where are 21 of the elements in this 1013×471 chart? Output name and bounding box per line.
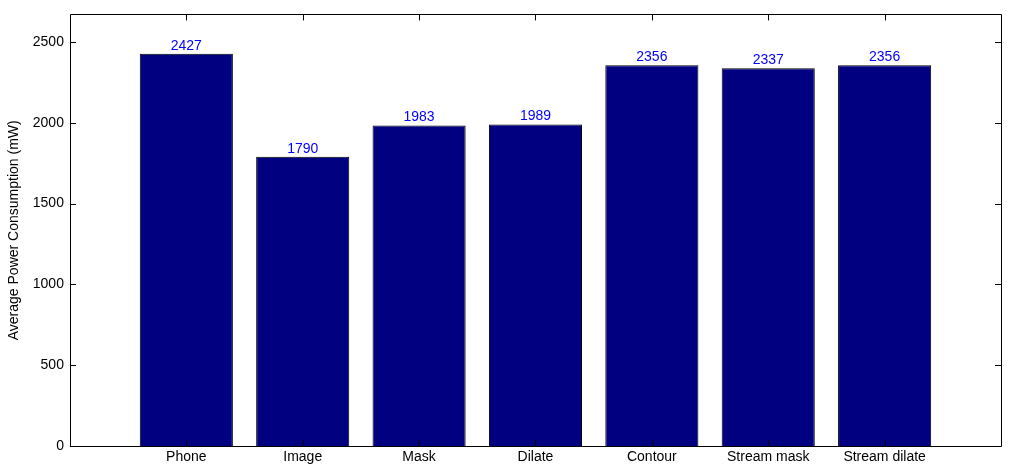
y-tick-label: 500 xyxy=(40,356,65,373)
x-tick-label: Stream dilate xyxy=(843,448,927,465)
data-label: 1983 xyxy=(403,108,435,125)
y-tick-label: 1000 xyxy=(32,275,65,292)
x-tick-label: Dilate xyxy=(517,448,554,465)
y-axis-title: Average Power Consumption (mW) xyxy=(5,120,22,341)
y-tick-label: 2000 xyxy=(32,113,65,130)
data-label: 1790 xyxy=(287,139,319,156)
y-tick-label: 1500 xyxy=(32,194,65,211)
x-tick-label: Stream mask xyxy=(727,448,811,465)
x-tick-label: Contour xyxy=(626,448,678,465)
x-tick-label: Mask xyxy=(402,448,437,465)
data-label: 2427 xyxy=(170,36,203,53)
x-tick-label: Image xyxy=(283,448,323,465)
data-label: 1989 xyxy=(519,107,552,124)
data-label: 2356 xyxy=(869,48,901,65)
x-tick-label: Phone xyxy=(166,448,207,465)
y-tick-label: 0 xyxy=(56,437,65,454)
data-label: 2356 xyxy=(636,48,668,65)
data-label: 2337 xyxy=(752,51,785,68)
y-tick-label: 2500 xyxy=(32,32,65,49)
